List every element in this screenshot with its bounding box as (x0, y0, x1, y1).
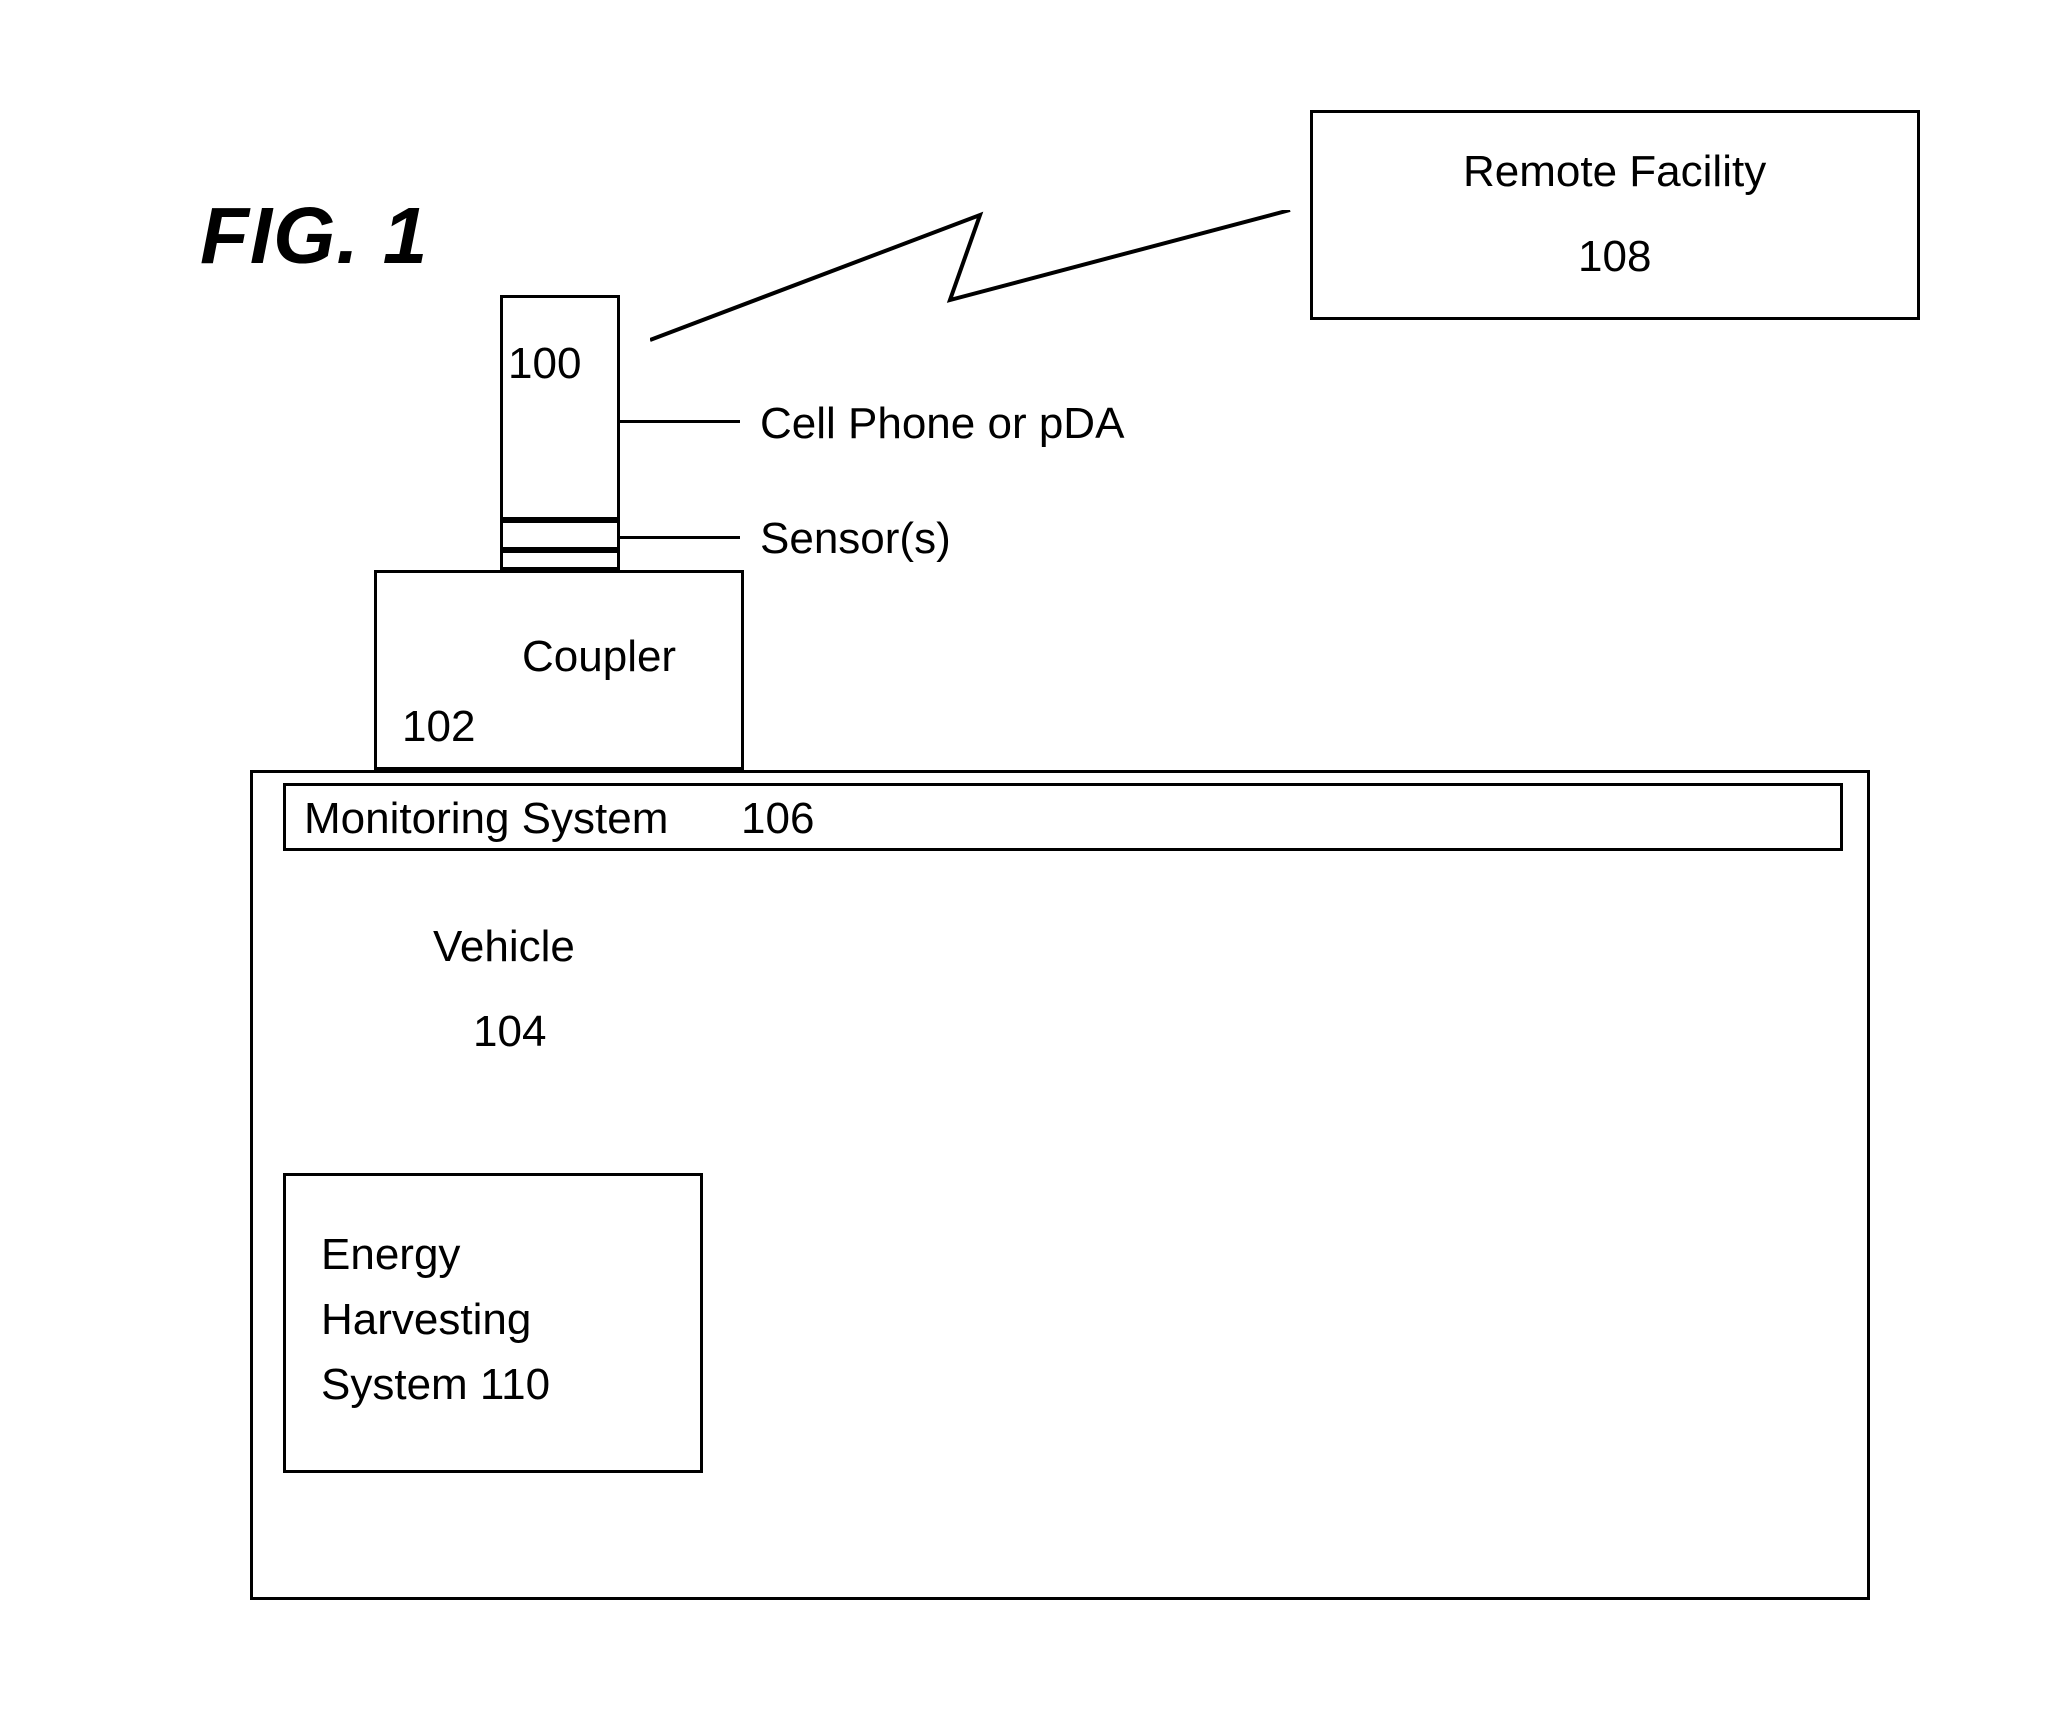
diagram-canvas: FIG. 1 Remote Facility 108 100 Cell Phon… (0, 0, 2059, 1733)
vehicle-label: Vehicle (433, 918, 575, 975)
vehicle-ref: 104 (473, 1003, 546, 1060)
monitoring-system-box: Monitoring System 106 (283, 783, 1843, 851)
coupler-label: Coupler (522, 628, 676, 685)
sensor-band (500, 520, 620, 550)
coupler-box: Coupler 102 (374, 570, 744, 770)
sensor-leader-line (620, 536, 740, 539)
coupler-ref: 102 (402, 698, 475, 755)
connector-strip (500, 550, 620, 570)
energy-line2: Harvesting (321, 1291, 531, 1348)
remote-facility-box: Remote Facility 108 (1310, 110, 1920, 320)
phone-pda-label: Cell Phone or pDA (760, 395, 1124, 452)
energy-line3: System 110 (321, 1356, 550, 1413)
energy-line1: Energy (321, 1226, 460, 1283)
sensors-label: Sensor(s) (760, 510, 951, 567)
figure-title: FIG. 1 (200, 190, 428, 282)
phone-leader-line (620, 420, 740, 423)
phone-ref: 100 (508, 335, 581, 392)
wireless-link-icon (650, 210, 1300, 350)
energy-harvesting-box: Energy Harvesting System 110 (283, 1173, 703, 1473)
remote-facility-ref: 108 (1578, 228, 1651, 285)
vehicle-box: Monitoring System 106 Vehicle 104 Energy… (250, 770, 1870, 1600)
remote-facility-label: Remote Facility (1463, 143, 1766, 200)
phone-box (500, 295, 620, 520)
monitoring-system-ref: 106 (741, 790, 814, 847)
monitoring-system-label: Monitoring System (304, 790, 668, 847)
